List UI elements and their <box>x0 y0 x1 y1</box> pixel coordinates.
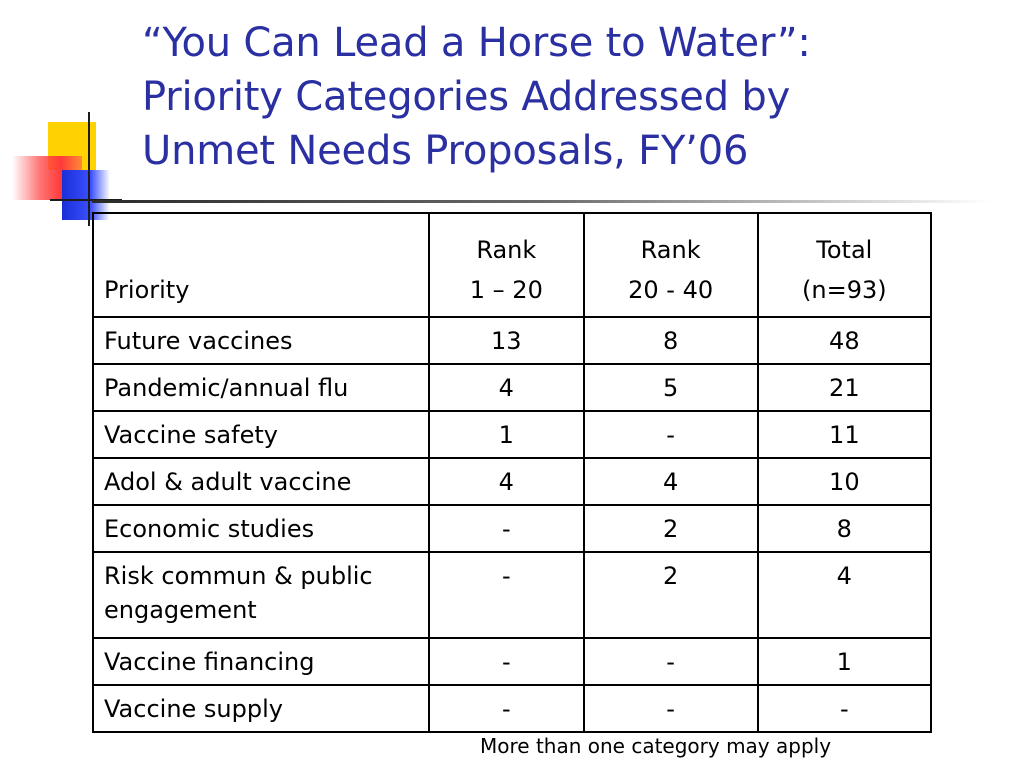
cell-rank-1-20: - <box>428 637 585 686</box>
cell-rank-20-40: - <box>582 410 759 459</box>
cell-total: - <box>756 684 933 733</box>
logo-horizontal-line <box>50 199 122 201</box>
logo-vertical-line <box>88 112 90 226</box>
priority-table: Priority Rank 1 – 20 Rank 20 - 40 Total … <box>92 212 933 733</box>
cell-rank-20-40: 5 <box>582 363 759 412</box>
cell-total: 11 <box>756 410 933 459</box>
cell-priority: Vaccine safety <box>92 410 430 459</box>
table-row: Risk commun & public engagement - 2 4 <box>92 551 933 639</box>
cell-priority-line-1: Risk commun & public <box>104 562 373 590</box>
table-row: Economic studies - 2 8 <box>92 504 933 553</box>
cell-rank-20-40: 4 <box>582 457 759 506</box>
cell-priority: Adol & adult vaccine <box>92 457 430 506</box>
cell-rank-20-40: - <box>582 684 759 733</box>
cell-total: 8 <box>756 504 933 553</box>
table-row: Adol & adult vaccine 4 4 10 <box>92 457 933 506</box>
cell-rank-20-40: 2 <box>582 551 759 639</box>
cell-priority: Risk commun & public engagement <box>92 551 430 639</box>
cell-rank-1-20: - <box>428 551 585 639</box>
title-line-3: Unmet Needs Proposals, FY’06 <box>142 128 749 174</box>
cell-priority: Economic studies <box>92 504 430 553</box>
cell-priority: Vaccine supply <box>92 684 430 733</box>
header-rank-20-40: Rank 20 - 40 <box>582 212 759 318</box>
header-total: Total (n=93) <box>756 212 933 318</box>
cell-total: 1 <box>756 637 933 686</box>
table-row: Future vaccines 13 8 48 <box>92 316 933 365</box>
cell-total: 4 <box>756 551 933 639</box>
cell-rank-1-20: 4 <box>428 457 585 506</box>
cell-total: 48 <box>756 316 933 365</box>
cell-rank-1-20: - <box>428 504 585 553</box>
table-header-row: Priority Rank 1 – 20 Rank 20 - 40 Total … <box>92 212 933 318</box>
cell-total: 21 <box>756 363 933 412</box>
cell-total: 10 <box>756 457 933 506</box>
slide-title: “You Can Lead a Horse to Water”: Priorit… <box>142 16 1002 178</box>
cell-rank-1-20: - <box>428 684 585 733</box>
footnote: More than one category may apply <box>480 734 832 758</box>
header-rank-1-20: Rank 1 – 20 <box>428 212 585 318</box>
cell-priority: Vaccine financing <box>92 637 430 686</box>
cell-priority: Future vaccines <box>92 316 430 365</box>
cell-rank-1-20: 1 <box>428 410 585 459</box>
cell-rank-1-20: 4 <box>428 363 585 412</box>
cell-rank-20-40: 8 <box>582 316 759 365</box>
cell-rank-20-40: 2 <box>582 504 759 553</box>
table-row: Pandemic/annual flu 4 5 21 <box>92 363 933 412</box>
title-line-2: Priority Categories Addressed by <box>142 74 791 120</box>
table-row: Vaccine supply - - - <box>92 684 933 733</box>
cell-rank-1-20: 13 <box>428 316 585 365</box>
title-line-1: “You Can Lead a Horse to Water”: <box>142 20 811 66</box>
header-priority: Priority <box>92 212 430 318</box>
logo-blue-square <box>62 170 110 220</box>
table-row: Vaccine safety 1 - 11 <box>92 410 933 459</box>
title-divider <box>92 200 992 203</box>
cell-priority: Pandemic/annual flu <box>92 363 430 412</box>
cell-priority-line-2: engagement <box>104 596 257 624</box>
decorative-logo <box>0 100 140 240</box>
table-row: Vaccine financing - - 1 <box>92 637 933 686</box>
cell-rank-20-40: - <box>582 637 759 686</box>
